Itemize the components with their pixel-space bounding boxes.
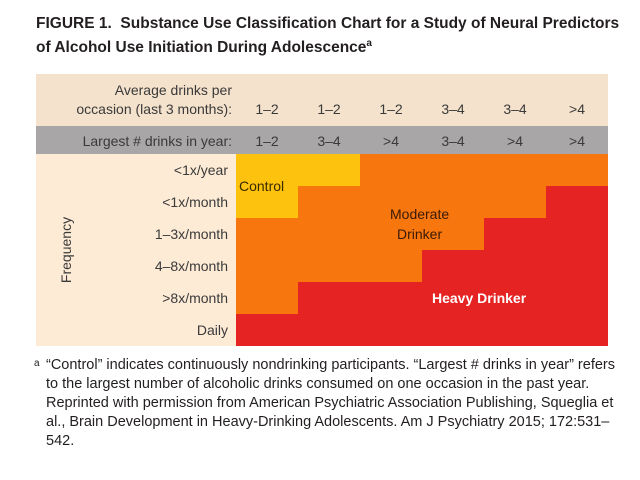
grid-cell-heavy [546,314,608,346]
avg-drinks-value: >4 [569,101,585,117]
classification-chart: Average drinks per occasion (last 3 mont… [36,74,608,346]
moderate-label-line1: Moderate [390,206,450,222]
grid-cell-moderate [236,250,298,282]
frequency-row-label: <1x/year [173,162,228,178]
grid-cell-moderate [360,218,422,250]
grid-cell-heavy [298,282,360,314]
moderate-region-label: Moderate Drinker [390,204,449,244]
grid-cell-moderate [422,186,484,218]
frequency-row-label: <1x/month [162,194,228,210]
grid-cell-moderate [236,282,298,314]
footnote: a “Control” indicates continuously nondr… [34,356,616,451]
largest-drinks-value: >4 [383,133,399,149]
grid-cell-moderate [360,154,422,186]
grid-cell-moderate [298,186,360,218]
frequency-axis-label: Frequency [58,216,74,284]
frequency-row-label: 1–3x/month [154,226,228,242]
grid-cell-heavy [422,250,484,282]
avg-drinks-value: 1–2 [317,101,341,117]
avg-drinks-band [36,74,608,126]
avg-drinks-label-line1: Average drinks per [114,82,232,98]
avg-drinks-value: 1–2 [255,101,279,117]
largest-drinks-label: Largest # drinks in year: [82,133,232,149]
grid-cell-heavy [484,218,546,250]
largest-drinks-value: >4 [569,133,585,149]
grid-cell-heavy [422,314,484,346]
moderate-label-line2: Drinker [397,226,443,242]
grid-cell-heavy [360,282,422,314]
grid-cell-heavy [484,250,546,282]
grid-cell-heavy [484,282,546,314]
grid-cell-moderate [422,218,484,250]
largest-drinks-band [36,126,608,154]
figure-title-text: Substance Use Classification Chart for a… [36,15,620,57]
classification-grid [236,154,608,346]
footnote-text: “Control” indicates continuously nondrin… [46,357,615,449]
avg-drinks-value: 3–4 [441,101,465,117]
grid-cell-moderate [484,154,546,186]
grid-cell-heavy [298,314,360,346]
grid-cell-moderate [484,186,546,218]
grid-cell-control [298,154,360,186]
figure-label: FIGURE 1. [36,15,112,32]
grid-cell-moderate [236,218,298,250]
figure-title-superscript: a [366,38,372,49]
frequency-row-label: 4–8x/month [154,258,228,274]
grid-cell-moderate [422,154,484,186]
grid-cell-moderate [298,250,360,282]
frequency-row-label: >8x/month [162,290,228,306]
grid-cell-heavy [236,314,298,346]
grid-cell-heavy [546,186,608,218]
largest-drinks-value: 3–4 [317,133,341,149]
control-region-label: Control [239,178,285,194]
largest-drinks-value: >4 [507,133,523,149]
grid-cell-heavy [546,282,608,314]
grid-cell-heavy [546,250,608,282]
grid-cell-moderate [546,154,608,186]
heavy-region-label: Heavy Drinker [432,290,527,306]
grid-cell-heavy [422,282,484,314]
largest-drinks-value: 3–4 [441,133,465,149]
footnote-marker: a [34,358,40,369]
largest-drinks-value: 1–2 [255,133,279,149]
grid-cell-heavy [484,314,546,346]
avg-drinks-label-line2: occasion (last 3 months): [76,101,232,117]
figure-title: FIGURE 1. Substance Use Classification C… [36,14,636,58]
grid-cell-moderate [360,186,422,218]
grid-cell-moderate [360,250,422,282]
frequency-row-label: Daily [196,322,228,338]
grid-cell-control [236,154,298,186]
avg-drinks-value: 1–2 [379,101,403,117]
avg-drinks-value: 3–4 [503,101,527,117]
grid-cell-heavy [360,314,422,346]
grid-cell-heavy [546,218,608,250]
grid-cell-control [236,186,298,218]
grid-cell-moderate [298,218,360,250]
